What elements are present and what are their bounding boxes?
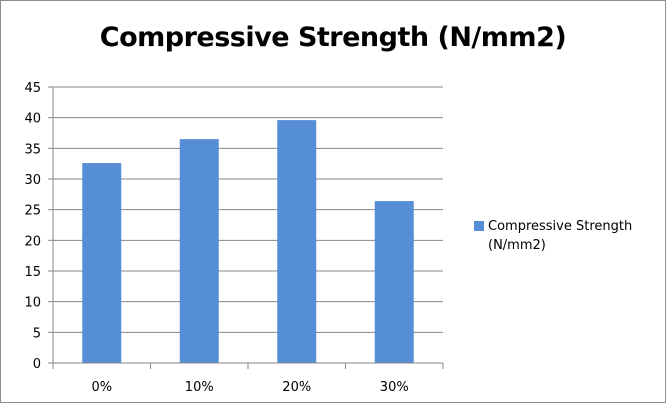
x-tick-label: 20% bbox=[282, 380, 311, 395]
y-tick-label: 25 bbox=[24, 204, 41, 219]
bars bbox=[82, 120, 414, 364]
y-tick-label: 35 bbox=[24, 142, 41, 157]
y-tick-label: 5 bbox=[33, 326, 41, 341]
bar-10% bbox=[179, 139, 219, 363]
axes bbox=[52, 87, 444, 369]
y-tick-label: 30 bbox=[24, 173, 41, 188]
legend-swatch bbox=[474, 221, 484, 231]
x-tick-label: 0% bbox=[91, 380, 112, 395]
chart-title: Compressive Strength (N/mm2) bbox=[99, 22, 567, 53]
y-tick-label: 45 bbox=[24, 81, 41, 96]
x-tick-label: 10% bbox=[185, 380, 214, 395]
y-tick-label: 10 bbox=[24, 296, 41, 311]
y-tick-labels: 0 5 10 15 20 25 30 35 40 45 bbox=[24, 81, 53, 372]
y-tick-label: 20 bbox=[24, 234, 41, 249]
x-tick-label: 30% bbox=[380, 380, 409, 395]
bar-20% bbox=[277, 120, 317, 364]
x-tick-labels: 0% 10% 20% 30% bbox=[91, 380, 408, 395]
bar-0% bbox=[82, 163, 122, 363]
legend-label: Compressive Strength (N/mm2) bbox=[488, 219, 633, 253]
bar-30% bbox=[374, 201, 414, 363]
y-tick-label: 0 bbox=[33, 357, 41, 372]
y-tick-label: 15 bbox=[24, 265, 41, 280]
y-tick-label: 40 bbox=[24, 112, 41, 127]
